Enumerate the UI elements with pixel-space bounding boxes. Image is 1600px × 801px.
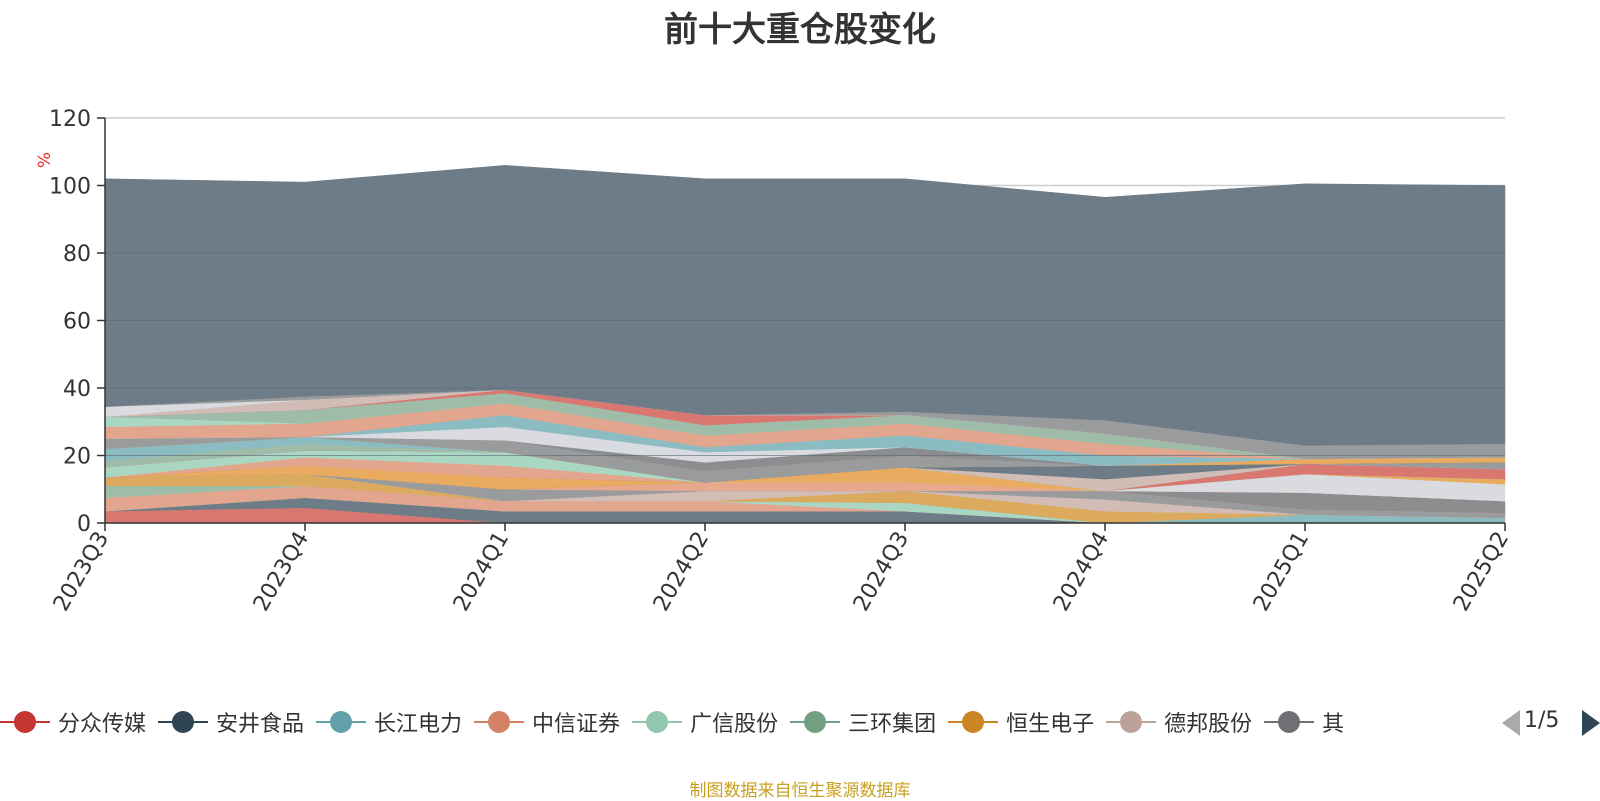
legend-label: 分众传媒 (58, 712, 147, 737)
legend-item[interactable]: 恒生电子 (948, 706, 1094, 738)
legend-item[interactable]: 德邦股份 (1106, 706, 1252, 738)
legend-marker-icon (632, 709, 683, 735)
legend-label: 安井食品 (216, 712, 305, 737)
legend-item[interactable]: 长江电力 (316, 706, 462, 738)
legend-label: 德邦股份 (1164, 712, 1253, 737)
y-tick-label: 20 (63, 445, 91, 470)
legend-label: 三环集团 (848, 712, 937, 737)
legend-label: 广信股份 (690, 712, 779, 737)
legend-pager: 1/5 (1502, 706, 1600, 740)
x-tick-label: 2024Q1 (449, 528, 514, 616)
legend-item[interactable]: 安井食品 (158, 706, 304, 738)
legend: 分众传媒 安井食品 长江电力 中信证券 广信股份 三环集团 恒生电子 德邦股份 其 (0, 706, 1490, 740)
x-tick-label: 2024Q4 (1049, 528, 1114, 616)
legend-marker-icon (948, 709, 999, 735)
legend-marker-icon (1106, 709, 1157, 735)
x-tick-label: 2025Q2 (1449, 528, 1514, 616)
legend-label: 恒生电子 (1006, 712, 1095, 737)
legend-item[interactable]: 广信股份 (632, 706, 778, 738)
legend-marker-icon (1264, 709, 1315, 735)
legend-label: 长江电力 (374, 712, 463, 737)
legend-item[interactable]: 三环集团 (790, 706, 936, 738)
chart-title: 前十大重仓股变化 (664, 10, 936, 50)
y-tick-label: 80 (63, 242, 91, 267)
x-tick-label: 2024Q2 (649, 528, 714, 616)
y-tick-label: 40 (63, 377, 91, 402)
legend-marker-icon (0, 709, 50, 735)
y-tick-label: 60 (63, 310, 91, 335)
x-tick-label: 2023Q3 (49, 528, 114, 616)
legend-item[interactable]: 中信证券 (474, 706, 620, 738)
legend-next-page-icon[interactable] (1582, 710, 1600, 736)
legend-marker-icon (316, 709, 367, 735)
series-area (104, 165, 1506, 446)
y-tick-label: 0 (77, 512, 91, 537)
legend-item[interactable]: 分众传媒 (0, 706, 146, 738)
legend-marker-icon (474, 709, 525, 735)
x-tick-label: 2024Q3 (849, 528, 914, 616)
legend-item[interactable]: 其 (1264, 706, 1344, 738)
legend-marker-icon (158, 709, 209, 735)
legend-prev-page-icon[interactable] (1502, 710, 1520, 736)
y-tick-label: 120 (49, 107, 91, 132)
y-axis-label: % (35, 152, 55, 168)
y-tick-label: 100 (49, 175, 91, 200)
legend-label: 其 (1322, 712, 1345, 737)
x-tick-label: 2023Q4 (249, 528, 314, 616)
legend-page-count: 1/5 (1524, 708, 1560, 733)
x-tick-label: 2025Q1 (1249, 528, 1314, 616)
legend-marker-icon (790, 709, 841, 735)
legend-label: 中信证券 (532, 712, 621, 737)
data-source-note: 制图数据来自恒生聚源数据库 (689, 781, 911, 801)
